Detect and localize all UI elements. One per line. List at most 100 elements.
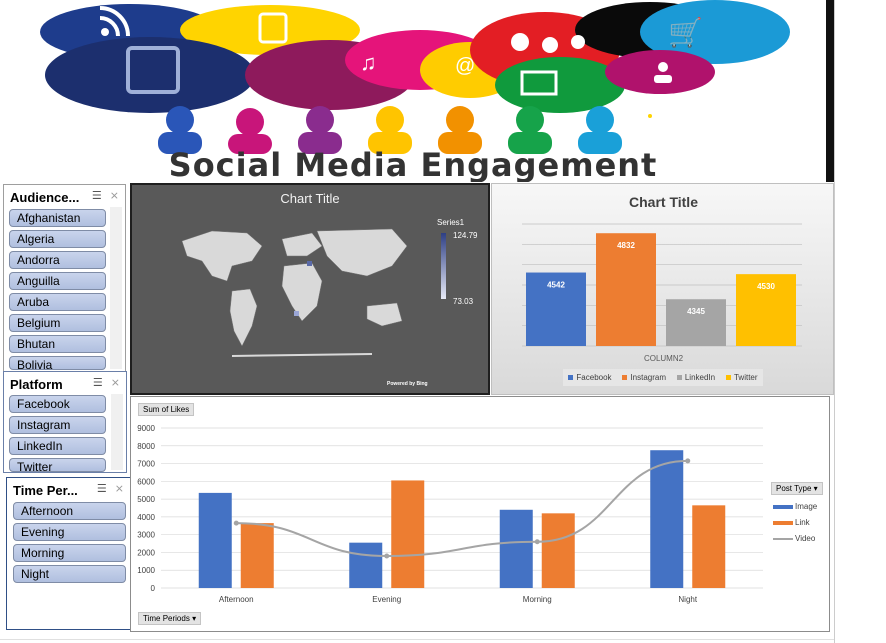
pivot-chart-plot: 9000 8000 7000 6000 5000 4000 3000 2000 1000 0 Af… (137, 424, 763, 604)
legend-item-image: Image (773, 499, 817, 515)
y-tick-label: 8000 (137, 442, 155, 451)
audience-slicer[interactable]: Audience... ☰ ⨯ Afghanistan Algeria Ando… (3, 184, 126, 372)
slicer-item-facebook[interactable]: Facebook (9, 395, 106, 413)
y-tick-label: 2000 (137, 548, 155, 557)
y-tick-label: 7000 (137, 460, 155, 469)
point-video-night (685, 458, 691, 464)
y-tick-label: 9000 (137, 424, 155, 433)
banner-image: ♫ @ 🛒 Social Media Engagement (0, 0, 832, 182)
time-periods-axis-button[interactable]: Time Periods ▾ (138, 612, 202, 625)
slicer-item-belgium[interactable]: Belgium (9, 314, 106, 332)
slicer-item-algeria[interactable]: Algeria (9, 230, 106, 248)
bar-image-evening (349, 542, 383, 588)
slicer-item-andorra[interactable]: Andorra (9, 251, 106, 269)
slicer-item-bhutan[interactable]: Bhutan (9, 335, 106, 353)
slicer-item-morning[interactable]: Morning (13, 544, 126, 562)
map-chart-title: Chart Title (280, 191, 340, 206)
data-label-instagram: 4832 (617, 241, 635, 250)
point-video-morning (534, 539, 540, 545)
y-tick-label: 4000 (137, 513, 155, 522)
y-tick-label: 3000 (137, 531, 155, 540)
bar-facebook (526, 272, 586, 346)
slicer-item-afghanistan[interactable]: Afghanistan (9, 209, 106, 227)
slicer-item-twitter[interactable]: Twitter (9, 458, 106, 472)
point-video-afternoon (233, 520, 239, 526)
dropdown-arrow-icon: ▾ (813, 484, 818, 493)
platform-slicer[interactable]: Platform ☰ ⨯ Facebook Instagram LinkedIn… (3, 371, 127, 473)
phone-icon (258, 12, 288, 44)
map-legend-max: 124.79 (453, 231, 478, 240)
data-label-facebook: 4542 (547, 281, 565, 290)
gears-icon (511, 33, 585, 53)
multi-select-icon[interactable]: ☰ (96, 483, 107, 495)
people-silhouettes (158, 106, 622, 154)
email-at-icon: @ (455, 55, 475, 77)
bar-instagram (596, 233, 656, 346)
slicer-item-instagram[interactable]: Instagram (9, 416, 106, 434)
line-video (236, 459, 688, 558)
legend-item-facebook: Facebook (568, 373, 612, 382)
bar-image-afternoon (198, 492, 232, 588)
multi-select-icon[interactable]: ☰ (92, 377, 103, 389)
envelope-icon (520, 70, 558, 96)
platform-slicer-scrollbar[interactable] (111, 394, 123, 470)
powered-by-bing: Powered by Bing (387, 381, 428, 387)
slicer-item-bolivia[interactable]: Bolivia (9, 356, 106, 370)
bar-link-night (692, 505, 726, 588)
rss-icon (99, 6, 130, 37)
slicer-item-night[interactable]: Night (13, 565, 126, 583)
slicer-item-afternoon[interactable]: Afternoon (13, 502, 126, 520)
bar-link-morning (541, 513, 575, 588)
map-chart[interactable]: Chart Title Series1 124.79 73.03 Powered… (130, 183, 490, 395)
x-tick-label: Afternoon (219, 595, 254, 604)
banner-edge (826, 0, 834, 182)
y-tick-label: 6000 (137, 477, 155, 486)
clear-filter-icon[interactable]: ⨯ (114, 483, 124, 495)
slicer-item-evening[interactable]: Evening (13, 523, 126, 541)
column-chart-title: Chart Title (629, 194, 698, 210)
time-period-slicer-title: Time Per... (13, 483, 78, 498)
clear-filter-icon[interactable]: ⨯ (110, 377, 120, 389)
y-tick-label: 1000 (137, 566, 155, 575)
data-label-twitter: 4530 (757, 282, 775, 291)
y-tick-label: 0 (151, 584, 156, 593)
multi-select-icon[interactable]: ☰ (91, 190, 102, 202)
slicer-item-anguilla[interactable]: Anguilla (9, 272, 106, 290)
point-video-evening (384, 553, 390, 559)
bar-image-night (650, 450, 684, 588)
sum-of-likes-field-button[interactable]: Sum of Likes (138, 403, 195, 416)
slicer-item-linkedin[interactable]: LinkedIn (9, 437, 106, 455)
music-icon: ♫ (360, 50, 377, 75)
user-icon (654, 62, 672, 83)
worksheet-cells-right[interactable] (834, 0, 886, 643)
map-legend-series: Series1 (437, 218, 465, 227)
legend-item-video: Video (773, 531, 817, 547)
y-tick-label: 5000 (137, 495, 155, 504)
pivot-legend: Image Link Video (773, 499, 817, 547)
clear-filter-icon[interactable]: ⨯ (109, 190, 119, 202)
column-chart-legend: Facebook Instagram LinkedIn Twitter (563, 369, 763, 386)
banner-illustration: ♫ @ 🛒 (40, 0, 790, 154)
post-type-legend-button[interactable]: Post Type ▾ (771, 482, 823, 495)
audience-slicer-title: Audience... (10, 190, 80, 205)
cart-icon: 🛒 (668, 16, 703, 49)
tablet-icon (126, 46, 180, 94)
x-tick-label: Morning (523, 595, 552, 604)
bar-image-morning (499, 509, 533, 588)
time-period-slicer[interactable]: Time Per... ☰ ⨯ Afternoon Evening Mornin… (6, 477, 131, 630)
platform-slicer-title: Platform (10, 377, 63, 392)
banner-title: Social Media Engagement (168, 146, 658, 182)
map-legend-min: 73.03 (453, 297, 474, 306)
bar-twitter (736, 274, 796, 346)
bar-link-afternoon (240, 523, 274, 588)
bar-linkedin (666, 299, 726, 346)
bar-link-evening (391, 480, 425, 588)
likes-pivot-chart[interactable]: Sum of Likes 9000 8000 7000 6000 5000 4000 300… (130, 396, 830, 632)
x-tick-label: Evening (372, 595, 401, 604)
slicer-item-aruba[interactable]: Aruba (9, 293, 106, 311)
audience-slicer-scrollbar[interactable] (110, 207, 122, 369)
legend-item-link: Link (773, 515, 817, 531)
platform-column-chart[interactable]: Chart Title 4542 4832 4345 4530 COLUMN2 Fac… (491, 183, 834, 395)
data-label-linkedin: 4345 (687, 307, 705, 316)
column-chart-plot: 4542 4832 4345 4530 (522, 223, 802, 347)
